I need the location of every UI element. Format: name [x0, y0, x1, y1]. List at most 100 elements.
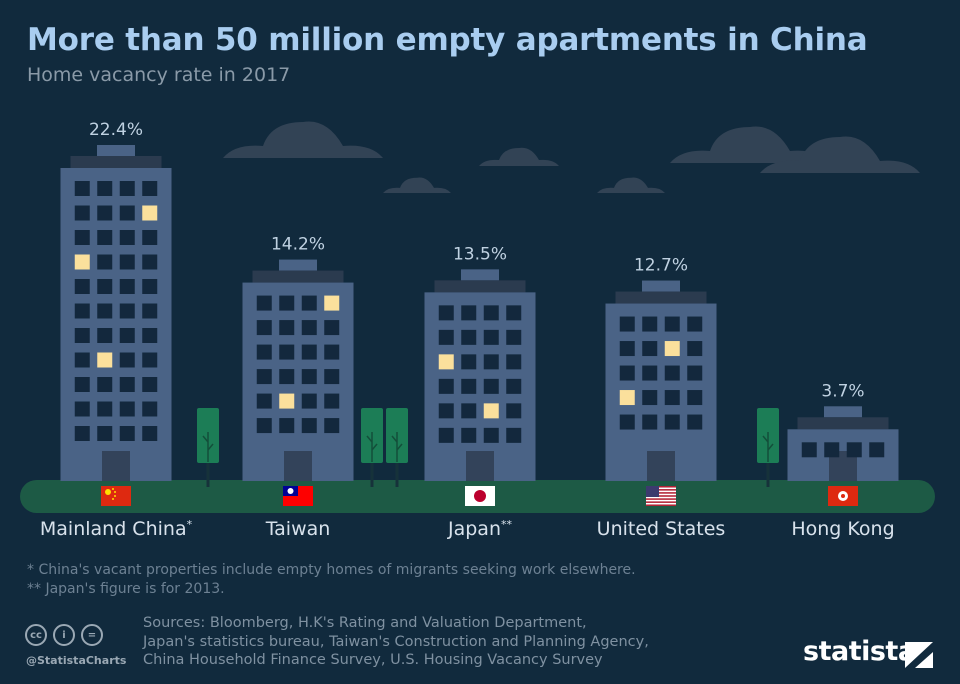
footnote-japan: ** Japan's figure is for 2013.	[27, 581, 225, 597]
window-lit	[664, 341, 680, 357]
chart-title: More than 50 million empty apartments in…	[27, 22, 868, 58]
value-label: 14.2%	[271, 235, 325, 255]
window	[119, 426, 135, 441]
window-lit	[324, 295, 340, 311]
window-lit	[279, 393, 295, 409]
window	[664, 414, 680, 430]
footnotes: * China's vacant properties include empt…	[27, 561, 636, 599]
window	[461, 329, 477, 345]
roof	[252, 270, 344, 283]
window	[483, 354, 499, 370]
window-lit	[483, 403, 499, 419]
window-lit	[74, 254, 90, 270]
value-label: 22.4%	[89, 120, 143, 140]
window	[97, 426, 113, 441]
window	[642, 414, 658, 430]
value-label: 3.7%	[821, 381, 864, 401]
window	[142, 377, 158, 392]
window	[642, 365, 658, 381]
window	[142, 426, 158, 441]
window	[256, 393, 272, 409]
window	[619, 365, 635, 381]
window	[74, 303, 90, 319]
window	[119, 328, 135, 343]
window	[301, 295, 317, 311]
window	[506, 354, 522, 370]
license-icons: cc i =	[25, 624, 103, 646]
window	[97, 230, 113, 245]
window	[97, 401, 113, 417]
flags-layer	[101, 486, 858, 506]
window	[97, 303, 113, 319]
window	[74, 377, 90, 392]
roof-chimney	[461, 269, 499, 281]
source-line: Sources: Bloomberg, H.K's Rating and Val…	[143, 615, 587, 631]
window	[506, 329, 522, 345]
window	[846, 442, 862, 458]
door	[466, 451, 494, 481]
source-line: Japan's statistics bureau, Taiwan's Cons…	[143, 633, 649, 650]
category-label: Mainland China*	[40, 518, 193, 540]
tree	[386, 408, 408, 487]
roof	[615, 291, 707, 304]
window	[142, 401, 158, 417]
china-flag-icon	[101, 486, 131, 506]
roof-chimney	[824, 406, 862, 418]
window-lit	[619, 390, 635, 406]
category-label: United States	[597, 518, 726, 540]
statista-logo-icon	[905, 642, 933, 668]
window	[461, 354, 477, 370]
window-lit	[438, 354, 454, 370]
window	[687, 390, 703, 406]
window	[301, 393, 317, 409]
statista-logo-text[interactable]: statista	[803, 636, 916, 667]
window	[119, 254, 135, 270]
tree	[197, 408, 219, 487]
window	[483, 305, 499, 321]
bar-building-1	[242, 259, 354, 481]
window	[506, 403, 522, 419]
window	[74, 279, 90, 294]
window	[324, 393, 340, 409]
bar-building-4	[787, 406, 899, 481]
window	[687, 365, 703, 381]
window	[256, 320, 272, 336]
window	[97, 377, 113, 392]
window-lit	[97, 352, 113, 368]
window	[461, 305, 477, 321]
bar-building-3	[605, 280, 717, 481]
window	[324, 344, 340, 360]
source-line: China Household Finance Survey, U.S. Hou…	[143, 652, 603, 668]
window	[74, 181, 90, 196]
window	[483, 329, 499, 345]
cloud	[670, 126, 830, 163]
cloud	[383, 177, 451, 193]
window	[642, 341, 658, 357]
window	[74, 426, 90, 441]
attribution-icon: i	[53, 624, 75, 646]
window	[324, 369, 340, 385]
window	[324, 320, 340, 336]
roof	[434, 280, 526, 293]
cloud	[223, 121, 383, 158]
window	[869, 442, 885, 458]
window	[119, 352, 135, 368]
window	[74, 328, 90, 343]
window	[119, 377, 135, 392]
social-handle[interactable]: @StatistaCharts	[26, 654, 127, 667]
window	[642, 316, 658, 332]
window	[97, 181, 113, 196]
window	[438, 403, 454, 419]
window	[74, 352, 90, 368]
cloud	[597, 177, 665, 193]
roof-chimney	[642, 280, 680, 292]
window	[619, 316, 635, 332]
window	[687, 341, 703, 357]
window	[324, 418, 340, 434]
buildings-layer	[60, 145, 899, 481]
window	[619, 414, 635, 430]
window	[256, 295, 272, 311]
window-lit	[142, 205, 158, 221]
trees-layer	[197, 408, 779, 487]
